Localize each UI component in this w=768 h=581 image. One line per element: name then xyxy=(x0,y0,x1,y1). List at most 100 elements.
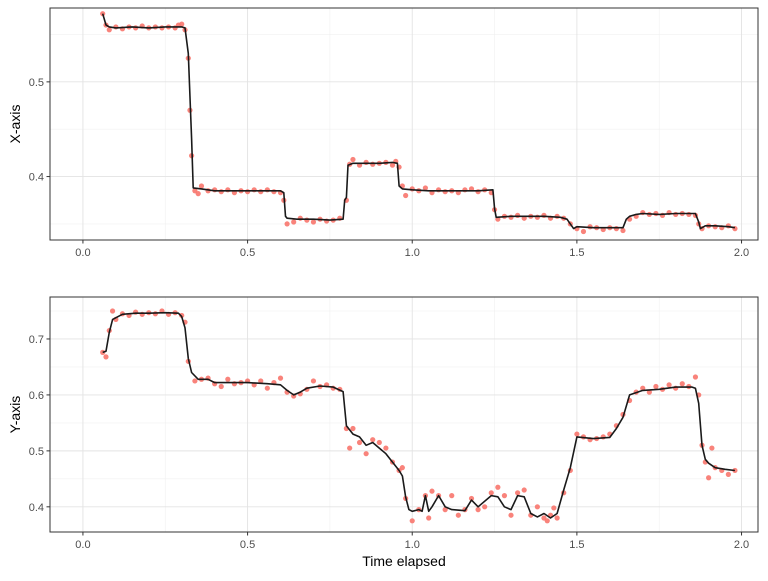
data-point xyxy=(462,187,468,193)
data-point xyxy=(429,488,435,494)
x-tick-label: 2.0 xyxy=(734,539,749,551)
x-tick-label: 2.0 xyxy=(734,247,749,259)
data-point xyxy=(258,378,264,384)
data-point xyxy=(179,21,185,27)
data-point xyxy=(706,475,712,481)
data-point xyxy=(666,382,672,388)
data-point xyxy=(244,189,251,195)
data-point xyxy=(218,383,224,390)
data-point xyxy=(495,484,501,490)
x-tick-label: 0.0 xyxy=(75,539,90,551)
data-point xyxy=(554,515,560,521)
panel-border xyxy=(49,7,759,241)
data-point xyxy=(304,217,310,223)
data-point xyxy=(356,439,363,446)
data-point xyxy=(264,187,270,193)
data-point xyxy=(442,507,448,513)
data-point xyxy=(482,504,488,510)
data-point xyxy=(580,228,587,235)
data-point xyxy=(218,189,224,195)
plot-background xyxy=(50,8,758,240)
y-tick-label: 0.4 xyxy=(29,172,44,184)
data-point xyxy=(389,162,396,168)
data-point xyxy=(725,471,731,477)
data-point xyxy=(574,431,580,437)
data-point xyxy=(653,383,659,390)
data-point xyxy=(515,212,521,218)
x-tick-label: 1.5 xyxy=(569,247,584,259)
data-point xyxy=(551,505,557,511)
data-point xyxy=(435,187,442,193)
y-tick-label: 0.7 xyxy=(29,334,44,346)
data-point xyxy=(455,512,461,518)
data-point xyxy=(534,504,540,510)
data-point xyxy=(501,493,508,499)
data-point xyxy=(370,161,376,167)
data-point xyxy=(198,183,205,189)
x-tick-label: 0.5 xyxy=(240,539,255,551)
data-point xyxy=(347,445,353,451)
y-tick-label: 0.4 xyxy=(29,502,44,514)
data-point xyxy=(251,187,257,193)
x-axis-title: Time elapsed xyxy=(362,553,446,569)
data-point xyxy=(613,226,620,232)
x-tick-label: 1.5 xyxy=(569,539,584,551)
data-point xyxy=(297,215,303,221)
data-point xyxy=(100,11,106,17)
data-point xyxy=(383,445,389,451)
data-point xyxy=(521,487,527,493)
data-point xyxy=(291,219,297,225)
data-point xyxy=(468,495,475,502)
data-point xyxy=(350,425,356,432)
data-point xyxy=(399,465,405,471)
data-point xyxy=(106,27,112,33)
x-tick-label: 1.0 xyxy=(405,539,420,551)
data-point xyxy=(515,490,521,496)
data-point xyxy=(264,385,270,391)
data-point xyxy=(679,381,685,387)
y-tick-label: 0.6 xyxy=(29,390,44,402)
data-point xyxy=(692,374,699,380)
data-point xyxy=(449,493,455,499)
data-point xyxy=(192,378,198,384)
data-point xyxy=(488,490,494,496)
chart-panel-top: 0.0 0.5 1.0 1.5 2.0 0.4 0.5 X-axis xyxy=(7,7,759,259)
data-point xyxy=(271,189,277,195)
data-point xyxy=(712,224,718,230)
data-point xyxy=(640,385,646,391)
trend-line xyxy=(101,13,736,230)
data-point xyxy=(277,375,284,381)
data-point xyxy=(109,308,116,314)
data-point xyxy=(620,227,626,234)
data-point xyxy=(363,451,369,457)
data-point xyxy=(709,445,715,451)
data-point xyxy=(442,189,448,195)
data-point xyxy=(426,515,432,521)
x-tick-label: 0.0 xyxy=(75,247,90,259)
data-point xyxy=(508,512,514,518)
data-point xyxy=(225,187,231,193)
panel-border xyxy=(49,296,759,533)
data-point xyxy=(258,189,264,195)
x-tick-label: 1.0 xyxy=(405,247,420,259)
plot-background xyxy=(50,297,758,532)
data-point xyxy=(100,349,106,355)
data-point xyxy=(284,221,290,227)
data-point xyxy=(544,518,550,524)
chart-panel-bottom: 0.0 0.5 1.0 1.5 2.0 0.4 0.5 0.6 0.7 Y-axis Time el… xyxy=(7,296,759,569)
x-tick-label: 0.5 xyxy=(240,247,255,259)
data-point xyxy=(225,376,231,382)
data-point xyxy=(195,191,201,197)
y-tick-label: 0.5 xyxy=(29,77,44,89)
y-axis-title: X-axis xyxy=(7,105,23,144)
y-tick-label: 0.5 xyxy=(29,446,44,458)
data-point xyxy=(310,219,317,225)
data-point xyxy=(350,156,356,163)
data-point xyxy=(686,211,692,218)
data-point xyxy=(310,378,317,384)
data-point xyxy=(422,185,429,191)
data-point xyxy=(475,507,481,513)
data-point xyxy=(534,214,540,220)
